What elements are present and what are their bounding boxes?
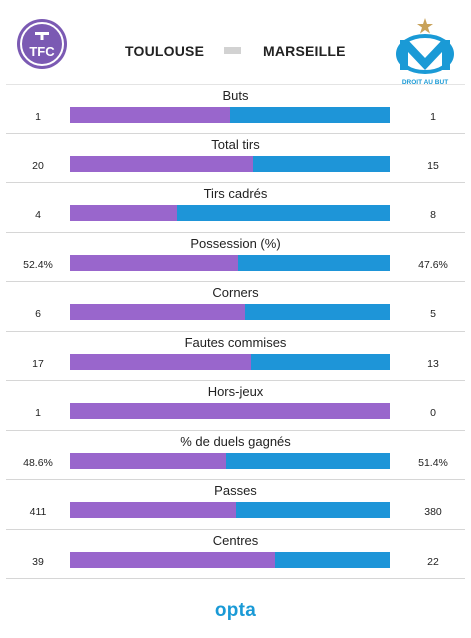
home-bar <box>70 304 245 320</box>
footer: opta <box>0 600 471 622</box>
stat-label: Hors-jeux <box>207 384 264 399</box>
stat-bar <box>70 304 390 320</box>
away-value-label: 5 <box>430 308 436 320</box>
away-value-label: 51.4% <box>418 456 448 469</box>
home-value-label: 20 <box>32 159 44 172</box>
away-value-label: 15 <box>427 159 439 172</box>
marseille-motto: DROIT AU BUT <box>402 79 448 86</box>
away-bar <box>176 205 390 221</box>
home-team-name: TOULOUSE <box>125 43 205 59</box>
stat-label: Total tirs <box>211 136 260 152</box>
home-bar <box>70 502 237 518</box>
stat-bar <box>70 403 390 419</box>
stat-label: Corners <box>212 285 259 300</box>
home-value-label: 52.4% <box>23 258 53 271</box>
home-bar <box>70 107 230 123</box>
home-bar <box>70 353 252 370</box>
away-bar <box>274 551 390 568</box>
stat-label: % de duels gagnés <box>180 433 291 449</box>
away-value-label: 22 <box>427 555 439 568</box>
stat-row: Tirs cadrés 4 8 <box>6 183 465 233</box>
stat-row: Hors-jeux 1 0 <box>6 381 465 431</box>
stat-bar <box>70 452 390 469</box>
stat-bar <box>70 254 390 271</box>
home-bar <box>70 403 390 419</box>
stat-row: Passes 411 380 <box>6 480 465 530</box>
versus-separator <box>224 47 241 54</box>
away-bar <box>244 304 390 320</box>
away-value-label: 380 <box>424 506 442 518</box>
stat-row: Centres 39 22 <box>6 530 465 579</box>
stat-row: Buts 1 1 <box>6 84 465 134</box>
stat-label: Tirs cadrés <box>203 186 268 201</box>
away-value-label: 0 <box>430 407 436 419</box>
away-value-label: 47.6% <box>418 258 448 271</box>
stats-table: Buts 1 1 Total tirs 20 15 Tirs cadrés 4 8 Possess… <box>6 84 465 579</box>
away-bar <box>252 155 390 172</box>
away-value-label: 1 <box>430 111 436 123</box>
home-value-label: 48.6% <box>23 456 53 469</box>
toulouse-logo: TFC <box>17 19 67 69</box>
stat-bar <box>70 107 390 123</box>
home-value-label: 411 <box>29 506 47 518</box>
home-bar <box>70 452 226 469</box>
home-bar <box>70 551 275 568</box>
away-team-name: MARSEILLE <box>263 43 346 59</box>
stat-row: Fautes commises 17 13 <box>6 332 465 381</box>
stat-label: Centres <box>212 532 259 548</box>
opta-logo: opta <box>214 600 257 621</box>
away-value-label: 13 <box>427 357 439 370</box>
stat-bar <box>70 353 390 370</box>
away-bar <box>225 452 390 469</box>
away-bar <box>251 353 390 370</box>
away-bar <box>237 254 390 271</box>
home-value-label: 4 <box>35 209 41 221</box>
toulouse-logo-text: TFC <box>29 44 55 59</box>
stat-bar <box>70 502 390 518</box>
stat-row: Corners 6 5 <box>6 282 465 332</box>
stat-label: Possession (%) <box>190 235 281 251</box>
home-value-label: 1 <box>35 407 41 419</box>
stat-row: Total tirs 20 15 <box>6 134 465 183</box>
home-value-label: 39 <box>32 555 44 568</box>
stat-label: Buts <box>222 88 249 103</box>
home-bar <box>70 155 253 172</box>
stat-row: Possession (%) 52.4% 47.6% <box>6 233 465 282</box>
stat-bar <box>70 551 390 568</box>
stat-row: % de duels gagnés 48.6% 51.4% <box>6 431 465 480</box>
marseille-logo: DROIT AU BUT <box>396 18 454 86</box>
stat-label: Passes <box>214 483 257 498</box>
stat-bar <box>70 205 390 221</box>
home-bar <box>70 205 177 221</box>
away-bar <box>230 107 390 123</box>
away-value-label: 8 <box>430 209 436 221</box>
home-value-label: 6 <box>35 308 41 320</box>
away-bar <box>236 502 390 518</box>
stat-bar <box>70 155 390 172</box>
stat-label: Fautes commises <box>184 334 287 350</box>
home-value-label: 1 <box>35 111 41 123</box>
home-value-label: 17 <box>32 357 44 370</box>
match-header: TFC TOULOUSE MARSEILLE DROIT AU BUT <box>0 0 471 88</box>
home-bar <box>70 254 238 271</box>
